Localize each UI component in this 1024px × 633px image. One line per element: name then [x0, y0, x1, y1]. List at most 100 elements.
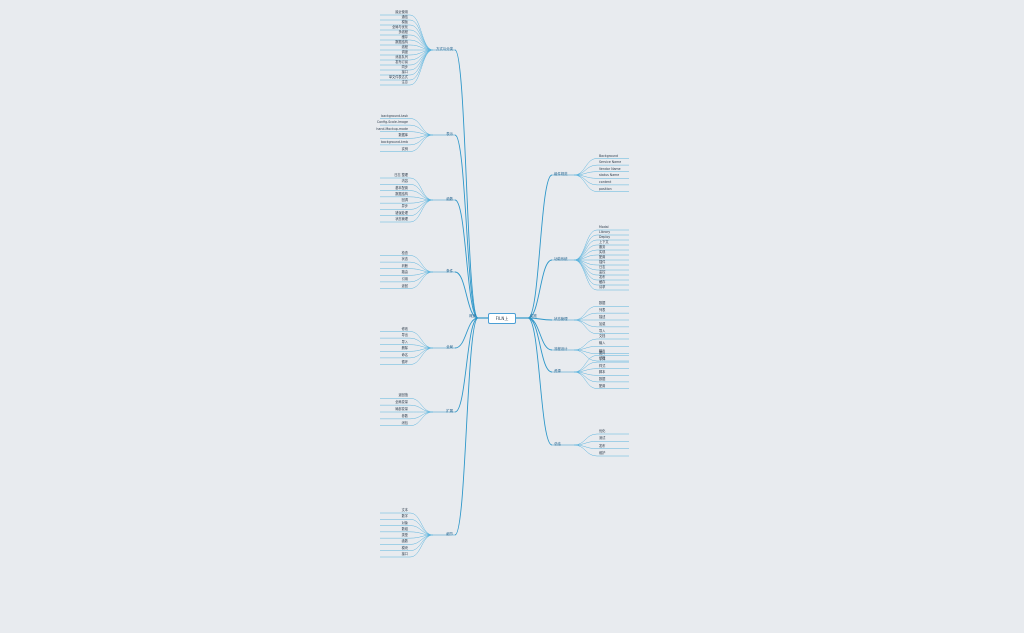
right-item-label[interactable]: 缓存 [599, 280, 606, 284]
right-item-label[interactable]: content [599, 179, 612, 184]
left-item-label[interactable]: 线程 [401, 45, 408, 49]
left-item-label[interactable]: 最近使用 [395, 10, 408, 14]
left-item-label[interactable]: 内容 [401, 179, 408, 184]
left-item-label[interactable]: 通信 [401, 15, 408, 19]
right-item-label[interactable]: 插件 [599, 260, 606, 264]
left-item-label[interactable]: 引用 [401, 276, 408, 281]
right-item-label[interactable]: 服务 [599, 245, 606, 249]
left-item-label[interactable]: 模块 [401, 545, 408, 550]
left-item-label[interactable]: 对象 [401, 520, 408, 525]
right-item-label[interactable]: 样式 [599, 363, 606, 368]
left-item-label[interactable]: 返回值 [398, 393, 408, 398]
left-branch-label[interactable]: 概述 [469, 314, 476, 318]
left-item-label[interactable]: 文本 [401, 508, 408, 512]
right-item-label[interactable]: Vendor Name [599, 166, 621, 171]
right-item-label[interactable]: 导入 [599, 328, 606, 333]
left-item-label[interactable]: 调度 [401, 50, 408, 54]
right-item-label[interactable]: position [599, 186, 612, 191]
left-item-label[interactable]: 参数 [401, 413, 408, 418]
root-node[interactable]: FILN上 [488, 313, 516, 324]
right-group-label[interactable]: 总结 [554, 442, 561, 446]
right-item-label[interactable]: 输出 [599, 348, 606, 353]
left-item-label[interactable]: 回调 [401, 198, 408, 203]
right-item-label[interactable]: Library [599, 230, 611, 234]
right-item-label[interactable]: 日志 [599, 265, 606, 269]
right-item-label[interactable]: status Name [599, 173, 620, 178]
left-group-label[interactable]: 扩展 [446, 409, 453, 413]
right-item-label[interactable]: 配置 [599, 383, 606, 388]
left-item-label[interactable]: 状态管理 [395, 217, 408, 221]
left-item-label[interactable]: 数据结构 [395, 40, 408, 44]
left-item-label[interactable]: 同步 [401, 65, 408, 69]
right-item-label[interactable]: 描述 [599, 315, 606, 319]
left-group-label[interactable]: 方式与分类 [436, 47, 453, 51]
right-item-label[interactable]: 请求 [599, 285, 606, 289]
left-item-label[interactable]: 异步 [401, 204, 408, 209]
right-item-label[interactable]: Modal [599, 225, 609, 229]
right-branch-label[interactable]: 实践 [530, 314, 537, 318]
right-group-label[interactable]: 资源 [554, 369, 561, 373]
left-item-label[interactable]: 函数 [401, 539, 408, 544]
left-group-label[interactable]: 函数 [446, 197, 453, 201]
left-item-label[interactable]: background-kmb [381, 139, 408, 144]
right-item-label[interactable]: 配置 [599, 255, 606, 259]
left-item-label[interactable]: hand-Mockup-mode [376, 126, 408, 131]
left-group-label[interactable]: 表示 [446, 132, 453, 136]
left-item-label[interactable]: 状态 [401, 257, 408, 262]
left-item-label[interactable]: 循环 [401, 359, 408, 364]
right-item-label[interactable]: Service Name [599, 160, 622, 165]
left-item-label[interactable]: 检查 [401, 250, 408, 255]
right-group-label[interactable]: 组件规范 [554, 172, 568, 176]
left-item-label[interactable]: 模板 [401, 20, 408, 24]
left-item-label[interactable]: 导出 [401, 333, 408, 338]
right-item-label[interactable]: 优化 [599, 429, 606, 433]
left-item-label[interactable]: 注意 [401, 80, 408, 84]
left-item-label[interactable]: background-task [381, 113, 408, 118]
right-item-label[interactable]: 列表 [599, 308, 606, 313]
left-item-label[interactable]: 基本配置 [395, 185, 408, 190]
right-group-label[interactable]: 状态管理 [554, 317, 568, 321]
left-item-label[interactable]: 返回 [401, 283, 408, 288]
left-item-label[interactable]: 数字 [401, 514, 408, 519]
right-item-label[interactable]: 加载 [599, 321, 606, 326]
left-item-label[interactable]: 错误处理 [395, 210, 408, 215]
left-item-label[interactable]: 单文件表达式 [388, 75, 408, 79]
right-item-label[interactable]: 维护 [599, 451, 606, 455]
left-item-label[interactable]: 实例 [401, 146, 408, 151]
left-item-label[interactable]: 全局与优化 [392, 25, 408, 29]
right-group-label[interactable]: 流程设计 [554, 347, 568, 351]
left-item-label[interactable]: 修改 [401, 326, 408, 331]
left-item-label[interactable]: 删除 [401, 346, 408, 351]
left-group-label[interactable]: 细节 [446, 532, 453, 536]
left-item-label[interactable]: 消息队列 [395, 55, 408, 59]
right-item-label[interactable]: 上下文 [599, 240, 609, 244]
left-item-label[interactable]: 全局变量 [395, 400, 408, 405]
left-item-label[interactable]: 缓存 [401, 35, 408, 39]
left-item-label[interactable]: 命名 [401, 352, 408, 357]
right-item-label[interactable]: 发布 [599, 275, 606, 279]
left-item-label[interactable]: 类型 [401, 533, 408, 538]
right-item-label[interactable]: 输入 [599, 341, 606, 346]
right-item-label[interactable]: 发布 [599, 443, 606, 448]
right-item-label[interactable]: 过程 [599, 356, 606, 360]
right-item-label[interactable]: 图片 [599, 350, 606, 355]
left-group-label[interactable]: 全局 [446, 345, 453, 349]
left-item-label[interactable]: 日志 整理 [394, 173, 408, 177]
right-item-label[interactable]: 脚本 [599, 370, 606, 375]
left-item-label[interactable]: 路由 [401, 270, 408, 275]
left-item-label[interactable]: Config-Scale-Image [376, 120, 408, 125]
right-item-label[interactable]: 文档 [599, 334, 606, 338]
left-item-label[interactable]: 数据结构 [395, 191, 408, 196]
right-item-label[interactable]: 字体 [599, 357, 606, 362]
right-item-label[interactable]: Deploy [599, 235, 611, 239]
left-item-label[interactable]: 判断 [401, 263, 408, 268]
left-item-label[interactable]: 局部变量 [395, 407, 408, 411]
left-item-label[interactable]: 数据库 [398, 133, 408, 138]
left-item-label[interactable]: 闭包 [401, 420, 408, 425]
right-item-label[interactable]: 测试 [599, 436, 606, 441]
right-item-label[interactable]: 监控 [599, 270, 606, 274]
right-item-label[interactable]: 数据 [599, 301, 606, 306]
right-item-label[interactable]: 数据 [599, 376, 606, 381]
left-item-label[interactable]: 数组 [401, 526, 408, 531]
left-item-label[interactable]: 导入 [401, 339, 408, 344]
